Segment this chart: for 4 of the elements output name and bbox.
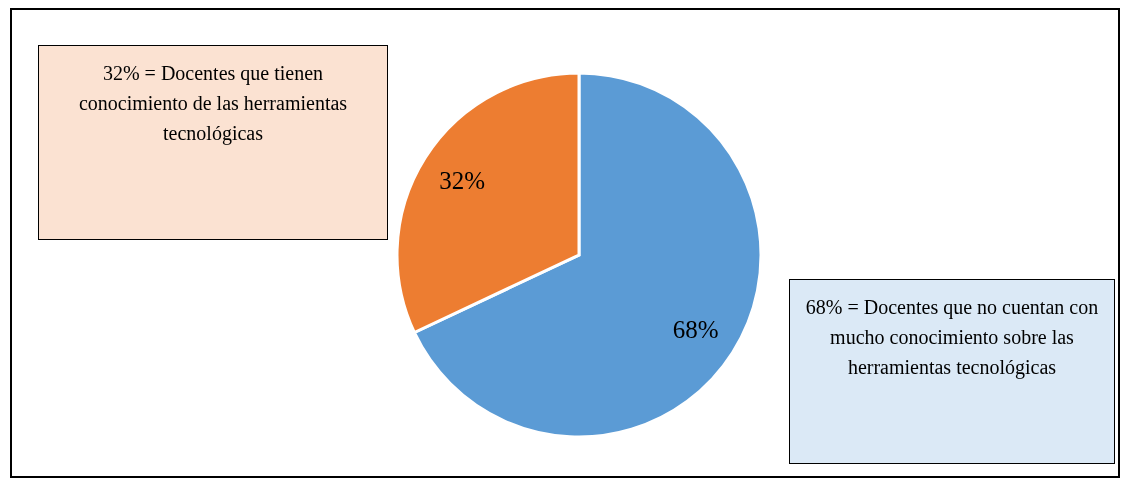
slice-label: 32% = Docentes que tienen conocimiento de las herramientas tecnológicas xyxy=(38,45,388,240)
data-label: 32% xyxy=(439,167,486,195)
slice-label: 68% = Docentes que no cuentan con mucho conocimiento sobre las herramientas tecnológicas xyxy=(789,279,1115,464)
data-label: 68% xyxy=(672,315,719,343)
